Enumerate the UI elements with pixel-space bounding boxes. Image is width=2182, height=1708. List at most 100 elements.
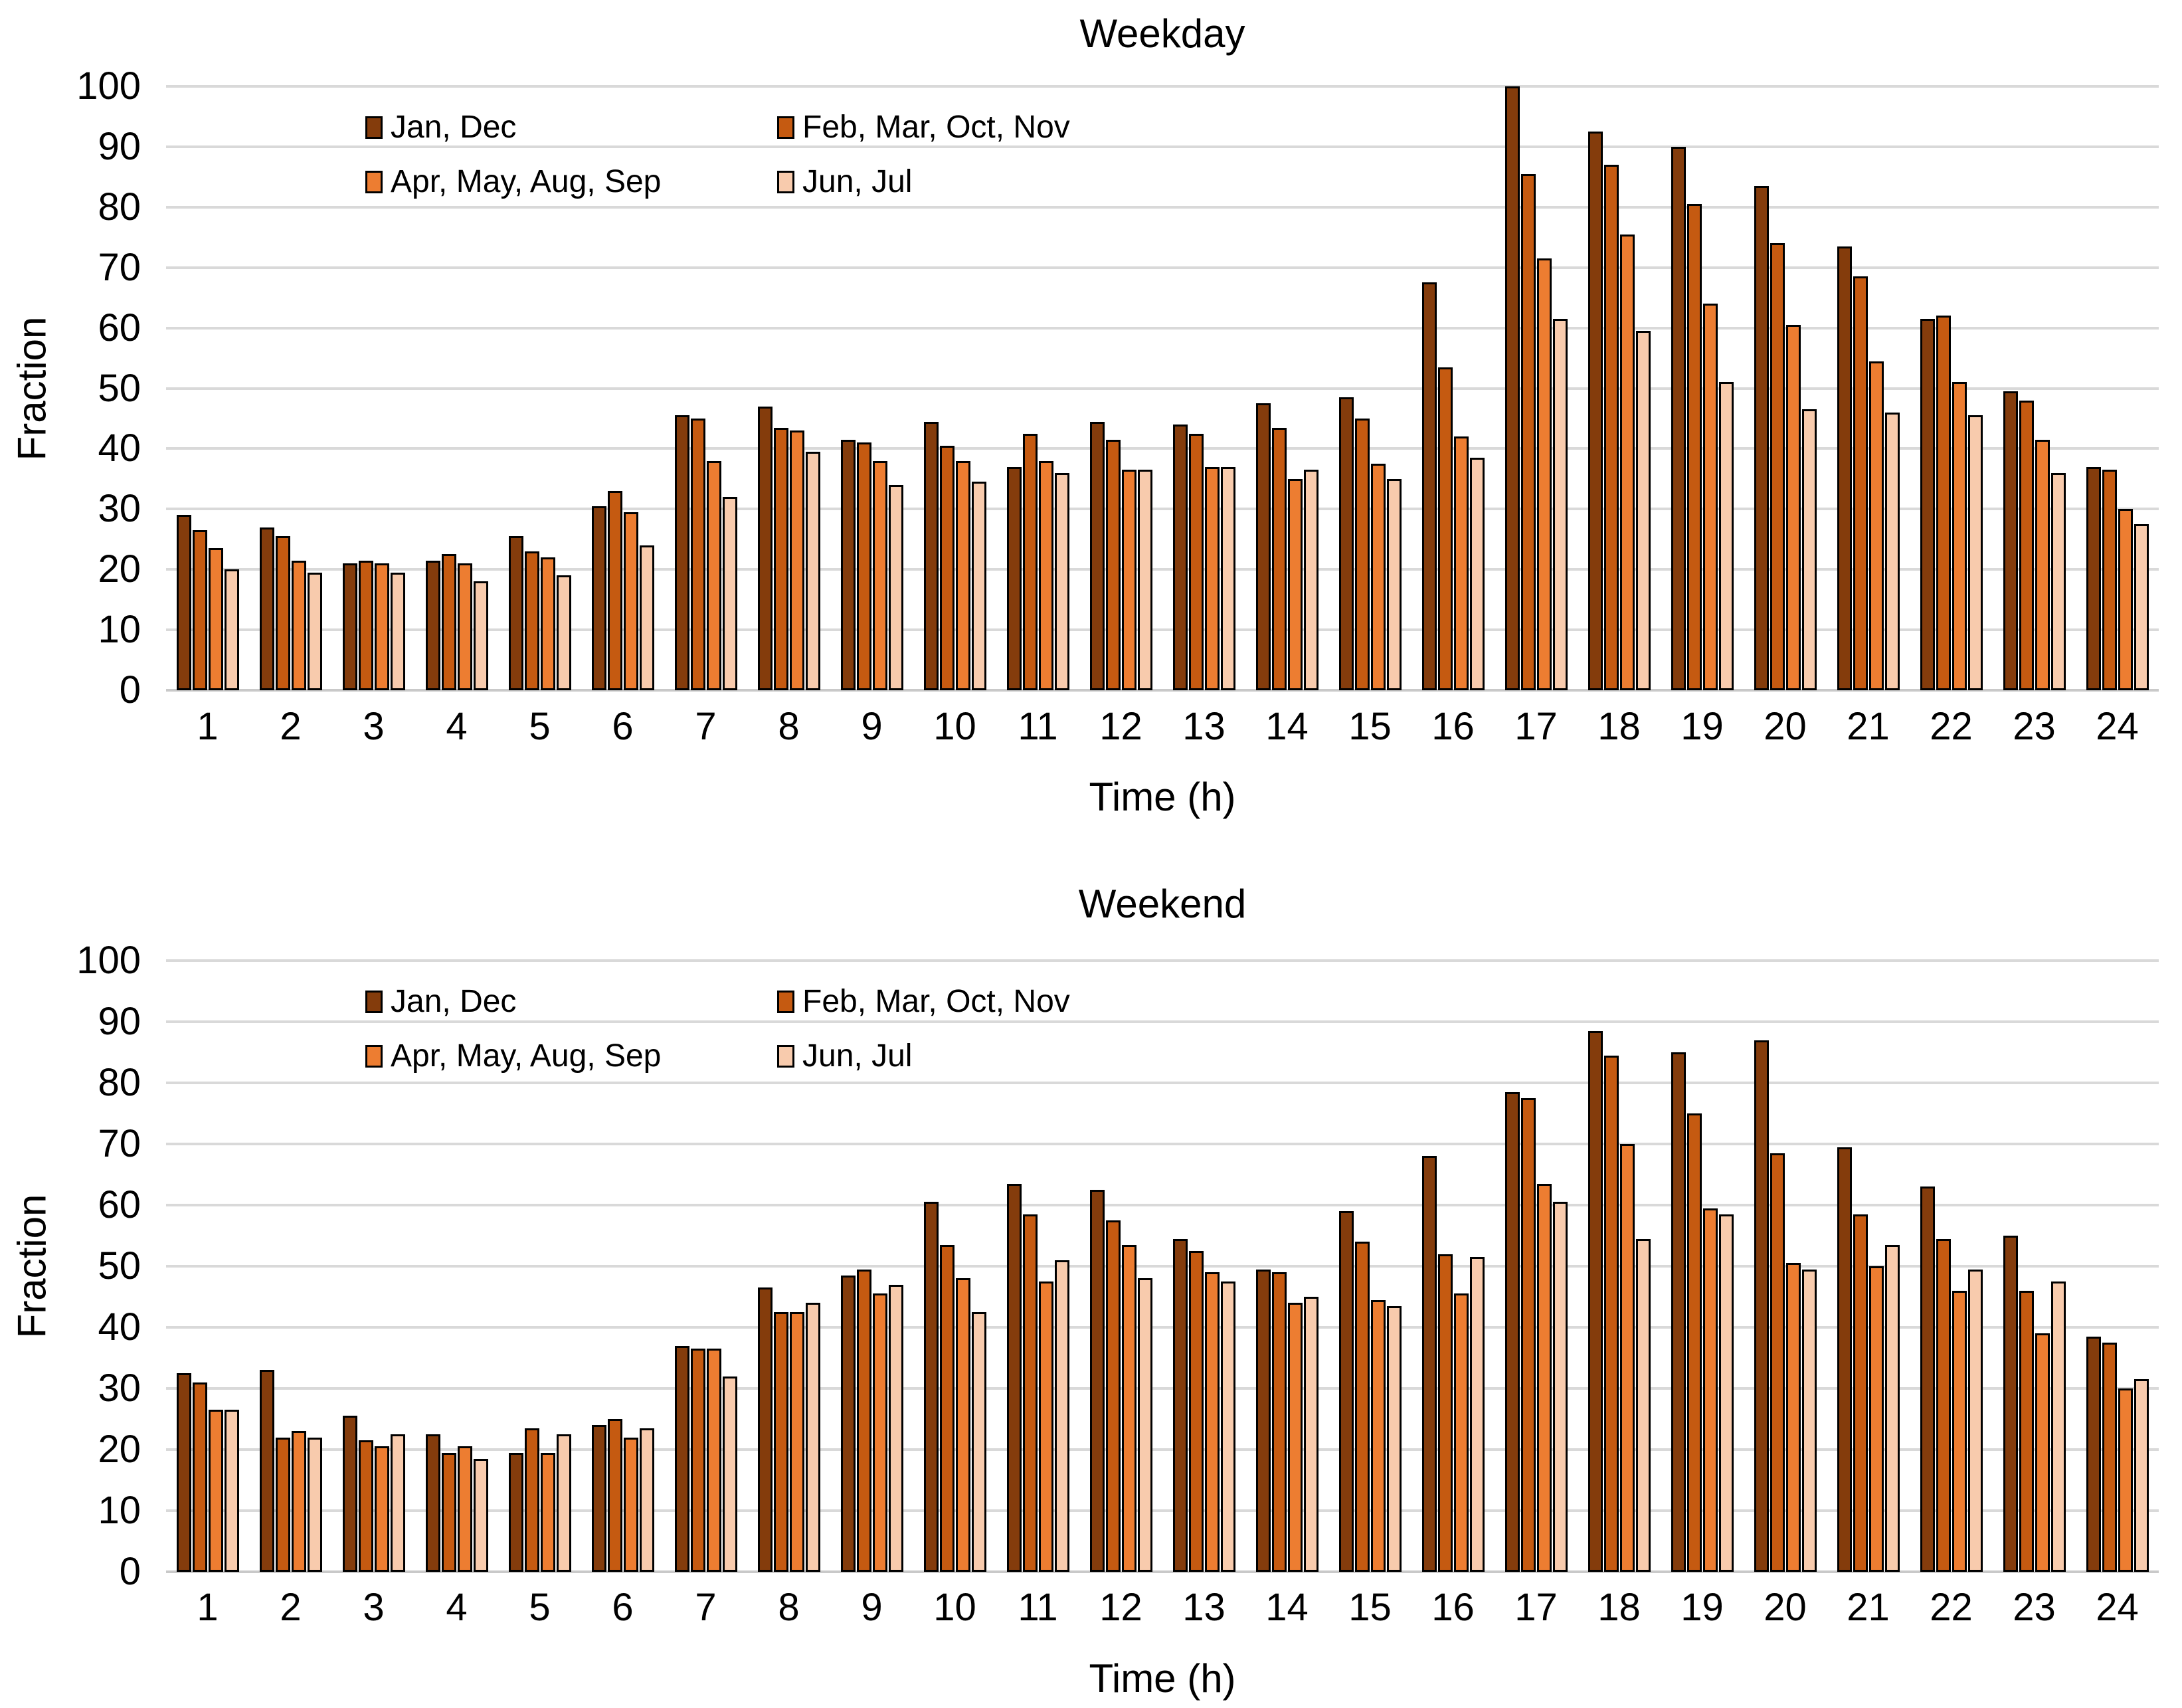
bar — [1022, 433, 1038, 690]
bar — [1619, 234, 1635, 690]
bar — [2019, 1290, 2034, 1572]
x-tick-label: 21 — [1847, 1586, 1890, 1629]
bar — [1204, 1272, 1220, 1572]
bar — [1785, 1263, 1801, 1572]
bar-group-1 — [166, 961, 249, 1572]
bar-group-2 — [249, 961, 332, 1572]
bar — [623, 512, 638, 690]
x-tick-label: 10 — [933, 705, 976, 748]
bar — [939, 1244, 955, 1572]
bar — [591, 506, 606, 690]
x-tick-label: 17 — [1514, 1586, 1558, 1629]
bar — [1936, 1238, 1951, 1572]
bar — [706, 1349, 721, 1572]
bar — [1437, 367, 1453, 690]
bar — [291, 1431, 306, 1572]
bar-groups — [166, 86, 2159, 690]
x-tick-label: 16 — [1431, 705, 1475, 748]
bar — [2134, 524, 2149, 690]
bar-group-13 — [1162, 86, 1245, 690]
bar — [1089, 1190, 1105, 1572]
legend-item: Apr, May, Aug, Sep — [365, 1038, 661, 1074]
bar — [888, 1284, 903, 1572]
x-tick-label: 13 — [1182, 1586, 1226, 1629]
legend-swatch-icon — [365, 116, 383, 140]
bar-group-12 — [1079, 961, 1162, 1572]
bar — [1421, 1156, 1437, 1572]
y-tick-label: 50 — [98, 366, 141, 410]
y-tick-label: 50 — [98, 1244, 141, 1287]
bar-group-4 — [415, 961, 498, 1572]
legend-swatch-icon — [777, 1045, 794, 1068]
bar — [971, 1312, 986, 1572]
bar-group-23 — [1993, 86, 2076, 690]
legend-item: Jun, Jul — [777, 164, 912, 200]
bar — [1853, 276, 1868, 690]
bar — [1619, 1144, 1635, 1572]
bar — [1552, 1202, 1568, 1572]
bar — [1884, 412, 1900, 690]
bar — [1172, 425, 1188, 690]
gridline-80 — [166, 205, 2159, 209]
bar — [1469, 458, 1485, 690]
bar — [1801, 409, 1817, 690]
x-tick-label: 10 — [933, 1586, 976, 1629]
bar-group-10 — [913, 86, 996, 690]
y-tick-label: 100 — [76, 939, 141, 982]
x-tick-label: 8 — [778, 1586, 800, 1629]
x-tick-label: 12 — [1099, 1586, 1142, 1629]
x-tick-label: 18 — [1597, 1586, 1641, 1629]
plot-area: Jan, Dec Feb, Mar, Oct, Nov Apr, May, Aug,… — [166, 85, 2159, 692]
bar-group-6 — [581, 961, 664, 1572]
gridline-60 — [166, 326, 2159, 330]
y-tick-label: 10 — [98, 1489, 141, 1532]
bar-group-17 — [1495, 86, 1578, 690]
y-tick-label: 80 — [98, 185, 141, 229]
gridline-70 — [166, 266, 2159, 269]
bar — [1006, 1183, 1022, 1572]
bar — [840, 1275, 856, 1572]
bar — [1920, 1186, 1935, 1572]
bar — [508, 1452, 523, 1572]
bar — [540, 557, 555, 690]
bar — [1188, 433, 1204, 690]
bar — [923, 421, 939, 690]
x-tick-label: 9 — [861, 1586, 883, 1629]
y-tick-label: 60 — [98, 306, 141, 349]
bar-group-18 — [1578, 86, 1661, 690]
bar — [1536, 258, 1552, 690]
y-tick-labels: 0 10 20 30 40 50 60 70 80 90 100 — [0, 939, 141, 1593]
bar — [1255, 1269, 1271, 1572]
x-tick-label: 15 — [1348, 1586, 1392, 1629]
bar — [1702, 304, 1718, 690]
bar — [2118, 1388, 2133, 1572]
bar — [1837, 1147, 1852, 1572]
bar — [1801, 1269, 1817, 1572]
bar — [939, 445, 955, 690]
bar — [1588, 132, 1603, 690]
bar-group-5 — [498, 961, 581, 1572]
x-tick-label: 22 — [1930, 705, 1973, 748]
bar — [1853, 1214, 1868, 1572]
bar — [1520, 1098, 1536, 1572]
bar-group-19 — [1661, 86, 1744, 690]
bar — [1868, 361, 1884, 690]
bar — [556, 1434, 571, 1572]
bar — [674, 1345, 689, 1572]
bar — [192, 1382, 207, 1572]
bar — [955, 1278, 970, 1572]
x-tick-label: 5 — [529, 705, 551, 748]
bar-group-10 — [913, 961, 996, 1572]
x-tick-label: 13 — [1182, 705, 1226, 748]
y-tick-label: 30 — [98, 487, 141, 531]
bar — [1504, 1091, 1520, 1572]
gridline-80 — [166, 1082, 2159, 1084]
bar — [1702, 1208, 1718, 1572]
bar — [1287, 1303, 1303, 1572]
bar — [805, 451, 820, 690]
chart-title: Weekend — [1078, 882, 1247, 926]
legend-swatch-icon — [777, 116, 794, 140]
bar — [690, 1349, 705, 1572]
bar — [888, 484, 903, 690]
y-tick-label: 90 — [98, 124, 141, 168]
